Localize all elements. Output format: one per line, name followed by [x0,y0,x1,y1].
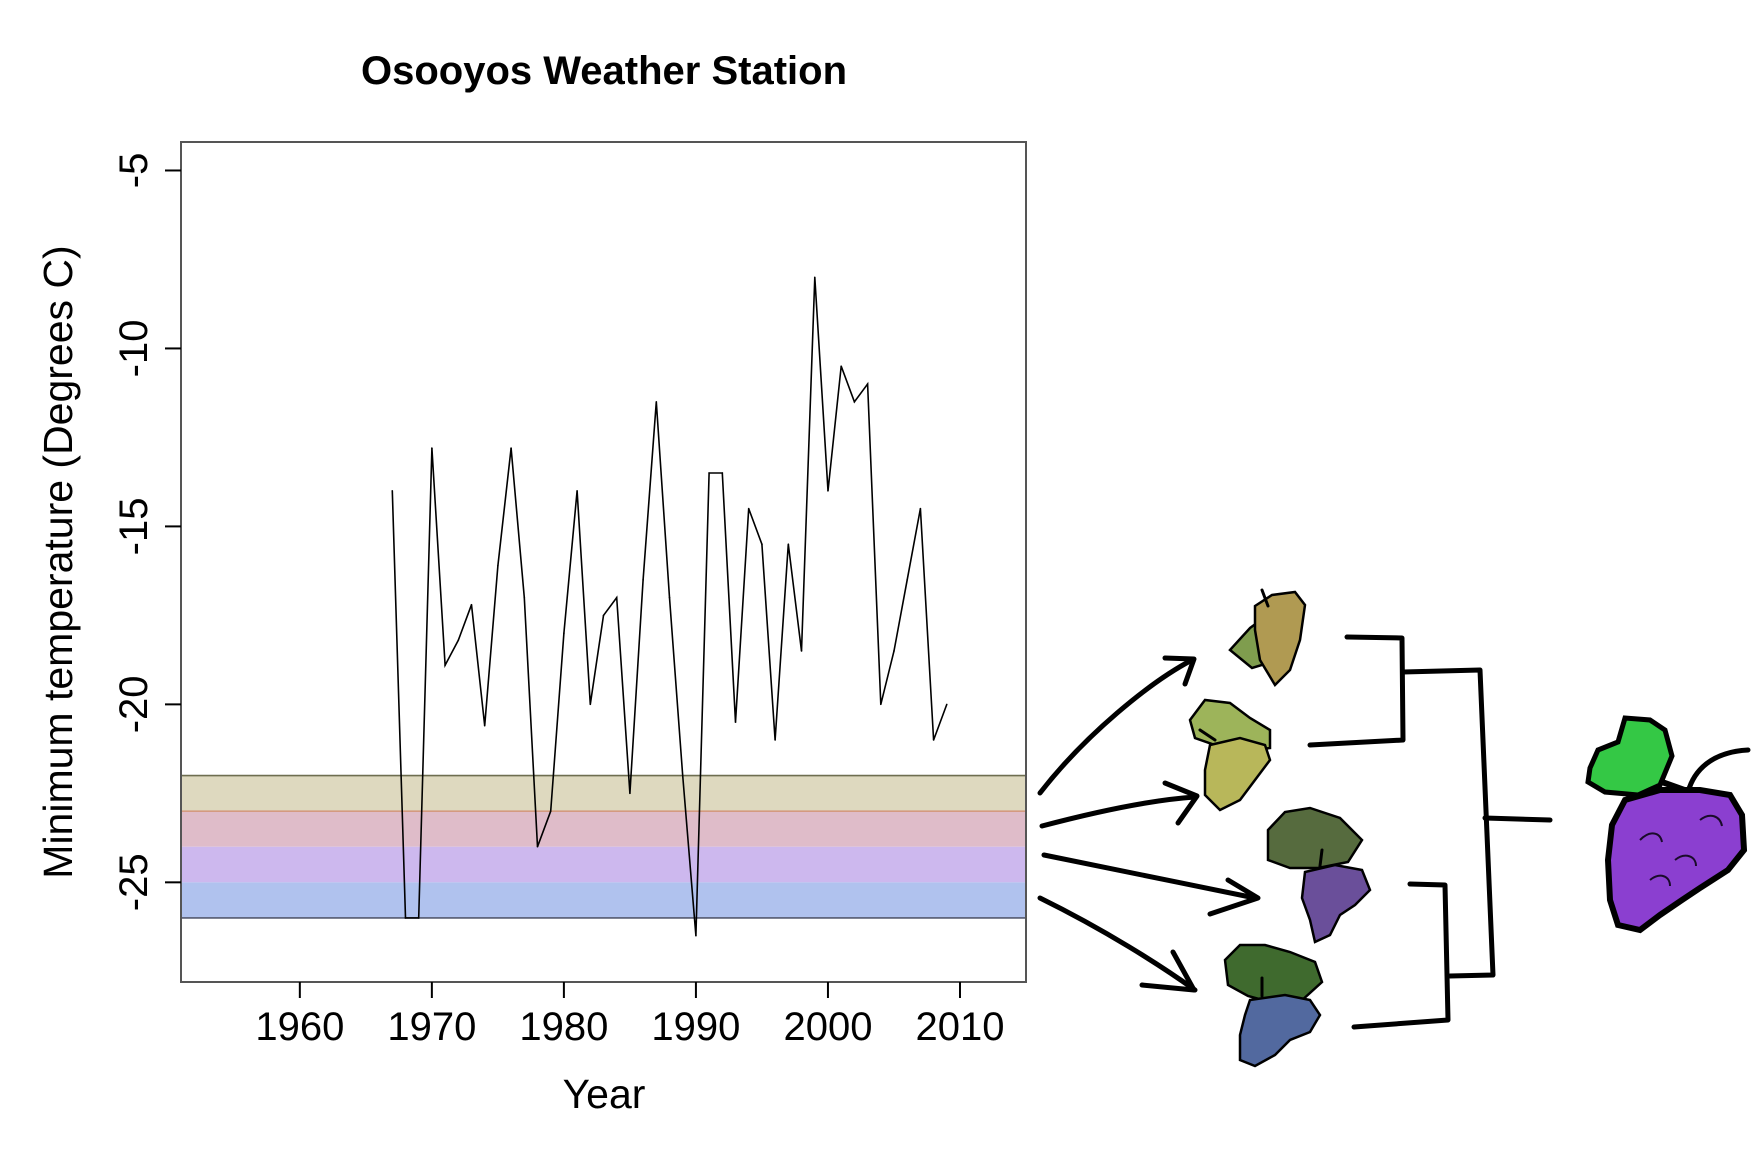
data-point [827,490,829,492]
temperature-bands [181,774,1026,919]
grape-leaf [1585,715,1675,798]
grape-tendril [1685,747,1751,795]
data-point [695,934,697,937]
data-point [444,664,446,667]
blue-grape-cluster [1223,943,1324,1068]
grape-berries [1300,863,1372,944]
arrow-to-golden [1037,657,1195,796]
ancestral-grape-cluster [1585,715,1751,934]
data-point [853,401,856,403]
data-point [483,724,486,727]
chart: Osooyos Weather Station 1960 1970 1980 1990… [35,49,1027,1117]
data-point [602,614,605,617]
data-point [919,507,922,510]
data-point [576,490,578,492]
green-grape-cluster [1188,698,1272,812]
tree-branch-bottom [1351,881,1451,1030]
arrow-head-blue [1139,949,1197,993]
temperature-band [181,775,1026,812]
tree-branch-top [1307,634,1406,748]
data-point [893,650,895,652]
arrow-to-purple [1041,852,1258,901]
x-tick-label: 1980 [519,1005,608,1049]
data-point [761,543,763,546]
data-point [404,917,407,919]
grape-leaf [1223,943,1324,1004]
data-point [655,401,658,403]
data-point [589,703,592,706]
golden-grape-cluster [1228,588,1307,688]
grape-leaf [1188,698,1272,754]
arrow-to-green [1039,794,1198,829]
data-point [681,774,684,777]
arrow-to-blue [1037,895,1198,993]
data-point [879,703,882,706]
y-tick-label: -20 [112,675,156,733]
grape-clusters [1188,588,1751,1068]
x-tick-label: 1990 [651,1005,740,1049]
temperature-band [181,846,1026,883]
arrow-head-purple [1207,877,1261,917]
x-axis-label: Year [563,1071,646,1117]
data-point [615,596,618,599]
data-point [747,507,750,510]
tree-root [1482,815,1553,823]
phylogeny-tree [1307,634,1553,1030]
y-axis: -5 -10 -15 -20 -25 [112,153,181,911]
y-tick-label: -10 [112,320,156,378]
grape-berries [1238,993,1322,1068]
data-point [813,276,816,279]
grape-berries [1203,736,1272,812]
y-tick-label: -5 [112,153,156,189]
data-point [800,650,803,652]
grape-berries [1253,590,1307,688]
data-point [774,739,776,741]
data-point [470,603,473,606]
data-point [431,447,433,449]
data-point [563,632,565,634]
data-point [549,810,552,812]
arrows [1037,655,1261,993]
data-point [945,703,948,706]
data-point [417,917,420,919]
data-point [536,845,539,848]
arrow-head-green [1162,780,1200,826]
data-point [668,596,671,599]
series [391,276,948,937]
x-tick-label: 1960 [255,1005,344,1049]
chart-title: Osooyos Weather Station [361,49,847,93]
data-point [510,447,512,449]
plot-frame [180,141,1027,983]
data-point [906,578,908,581]
data-point [497,564,499,567]
data-point [932,739,935,741]
data-point [734,721,737,723]
data-point [840,365,842,368]
arrow-head-golden [1162,655,1197,687]
data-point [866,383,869,385]
y-axis-label: Minimum temperature (Degrees C) [35,245,81,878]
data-point [721,472,724,474]
data-point [629,792,631,795]
purple-grape-cluster [1266,806,1372,944]
data-point [391,490,394,492]
data-point [642,578,644,581]
data-point [523,596,526,599]
x-tick-label: 1970 [387,1005,476,1049]
y-tick-label: -25 [112,853,156,911]
data-point [787,543,790,546]
y-tick-label: -15 [112,498,156,556]
temperature-band [181,811,1026,847]
x-axis: 1960 1970 1980 1990 2000 2010 [255,982,1004,1049]
temperature-band [181,882,1026,918]
x-tick-label: 2010 [915,1005,1004,1049]
data-point [457,639,460,642]
data-point [708,472,710,474]
x-tick-label: 2000 [783,1005,872,1049]
tree-branch-mid [1400,667,1496,979]
grape-leaf [1266,806,1364,870]
